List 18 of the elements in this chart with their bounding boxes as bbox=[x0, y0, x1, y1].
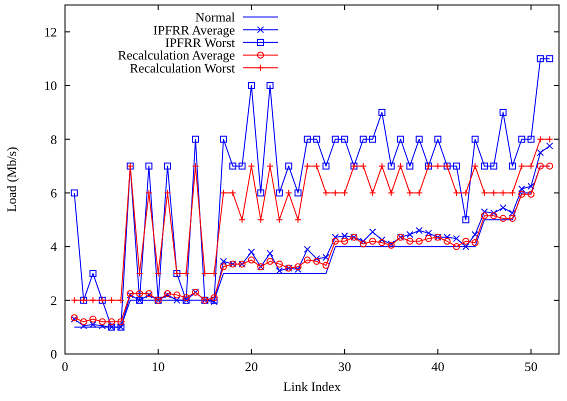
x-tick-label: 50 bbox=[524, 359, 538, 374]
x-tick-label: 0 bbox=[62, 359, 68, 374]
y-axis-title: Load (Mb/s) bbox=[4, 146, 19, 212]
x-tick-label: 30 bbox=[338, 359, 352, 374]
legend-label: Recalculation Average bbox=[118, 48, 236, 63]
y-tick-label: 12 bbox=[44, 24, 57, 40]
y-tick-label: 4 bbox=[50, 239, 58, 254]
y-tick-label: 8 bbox=[50, 132, 57, 147]
y-tick-label: 10 bbox=[44, 78, 57, 94]
legend-label: Normal bbox=[195, 10, 236, 25]
y-tick-label: 6 bbox=[50, 185, 58, 200]
x-axis-title: Link Index bbox=[283, 379, 342, 394]
x-tick-label: 40 bbox=[431, 359, 444, 374]
y-tick-label: 2 bbox=[50, 292, 57, 308]
x-tick-label: 20 bbox=[244, 359, 258, 374]
x-tick-label: 10 bbox=[152, 359, 165, 374]
legend-label: IPFRR Average bbox=[153, 22, 236, 38]
y-tick-label: 0 bbox=[50, 346, 57, 362]
